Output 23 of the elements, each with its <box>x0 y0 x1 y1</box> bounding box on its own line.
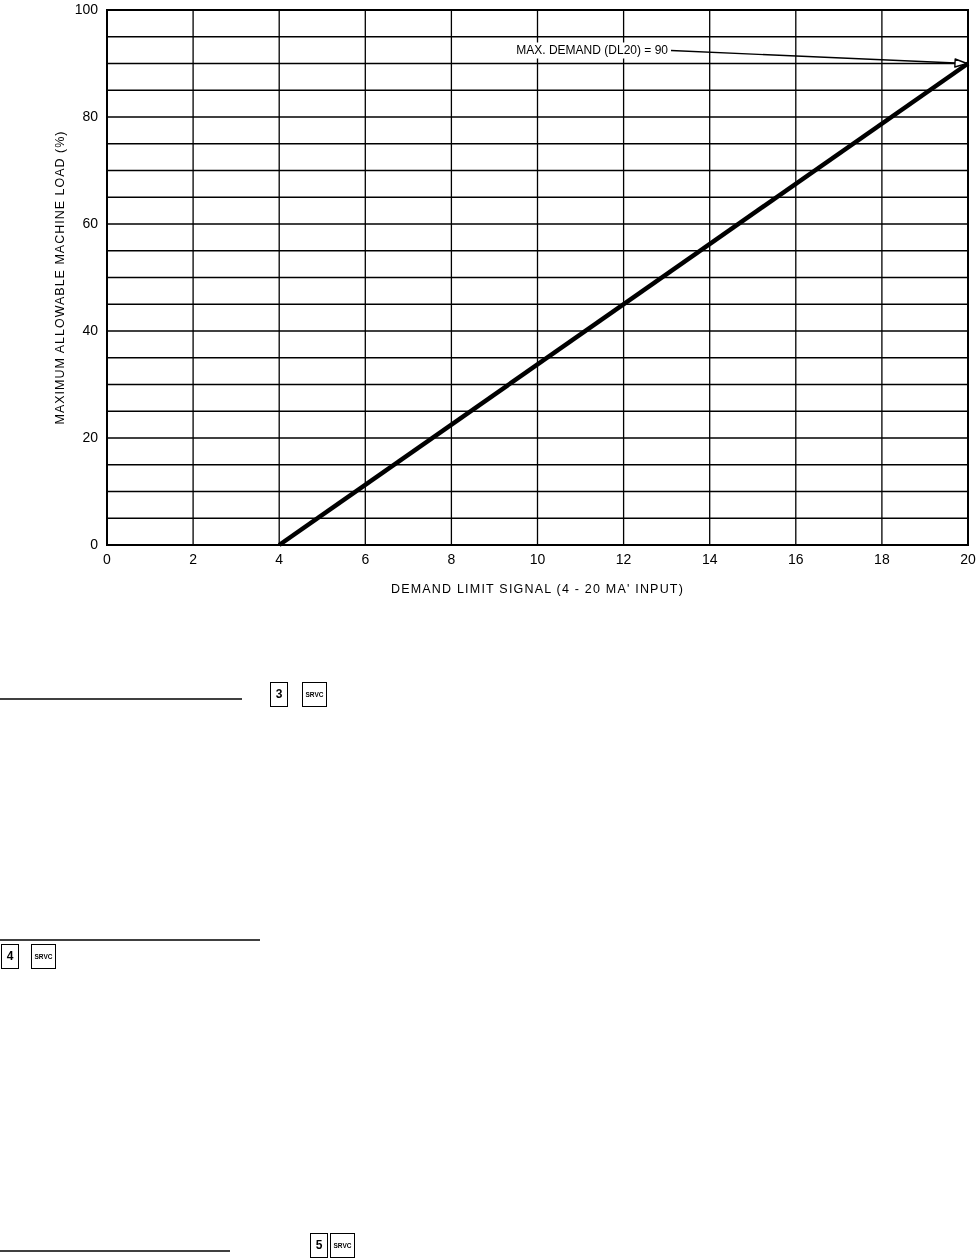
x-tick-label: 10 <box>529 550 546 567</box>
x-tick-label: 18 <box>874 550 890 567</box>
y-tick-label: 80 <box>82 107 99 124</box>
y-tick-label: 20 <box>82 428 99 445</box>
x-tick-label: 8 <box>447 550 456 567</box>
y-tick-label: 100 <box>74 0 99 17</box>
x-tick-label: 16 <box>788 550 804 567</box>
y-tick-label: 60 <box>82 214 99 231</box>
x-axis-title: DEMAND LIMIT SIGNAL (4 - 20 MA' INPUT) <box>390 582 685 597</box>
keypad-key: 4 <box>1 944 19 969</box>
x-tick-label: 4 <box>275 550 284 567</box>
x-tick-label: 20 <box>960 550 976 567</box>
y-tick-label: 40 <box>82 321 99 338</box>
x-tick-label: 2 <box>189 550 198 567</box>
y-tick-label: 0 <box>90 535 99 552</box>
x-tick-label: 14 <box>701 550 718 567</box>
x-tick-label: 12 <box>615 550 632 567</box>
y-axis-title: MAXIMUM ALLOWABLE MACHINE LOAD (%) <box>53 130 68 425</box>
x-tick-label: 0 <box>103 550 112 567</box>
x-tick-label: 6 <box>361 550 370 567</box>
keypad-key: 3 <box>270 682 288 707</box>
annotation: MAX. DEMAND (DL20) = 90 <box>516 42 669 57</box>
keypad-key: 5 <box>310 1233 328 1258</box>
